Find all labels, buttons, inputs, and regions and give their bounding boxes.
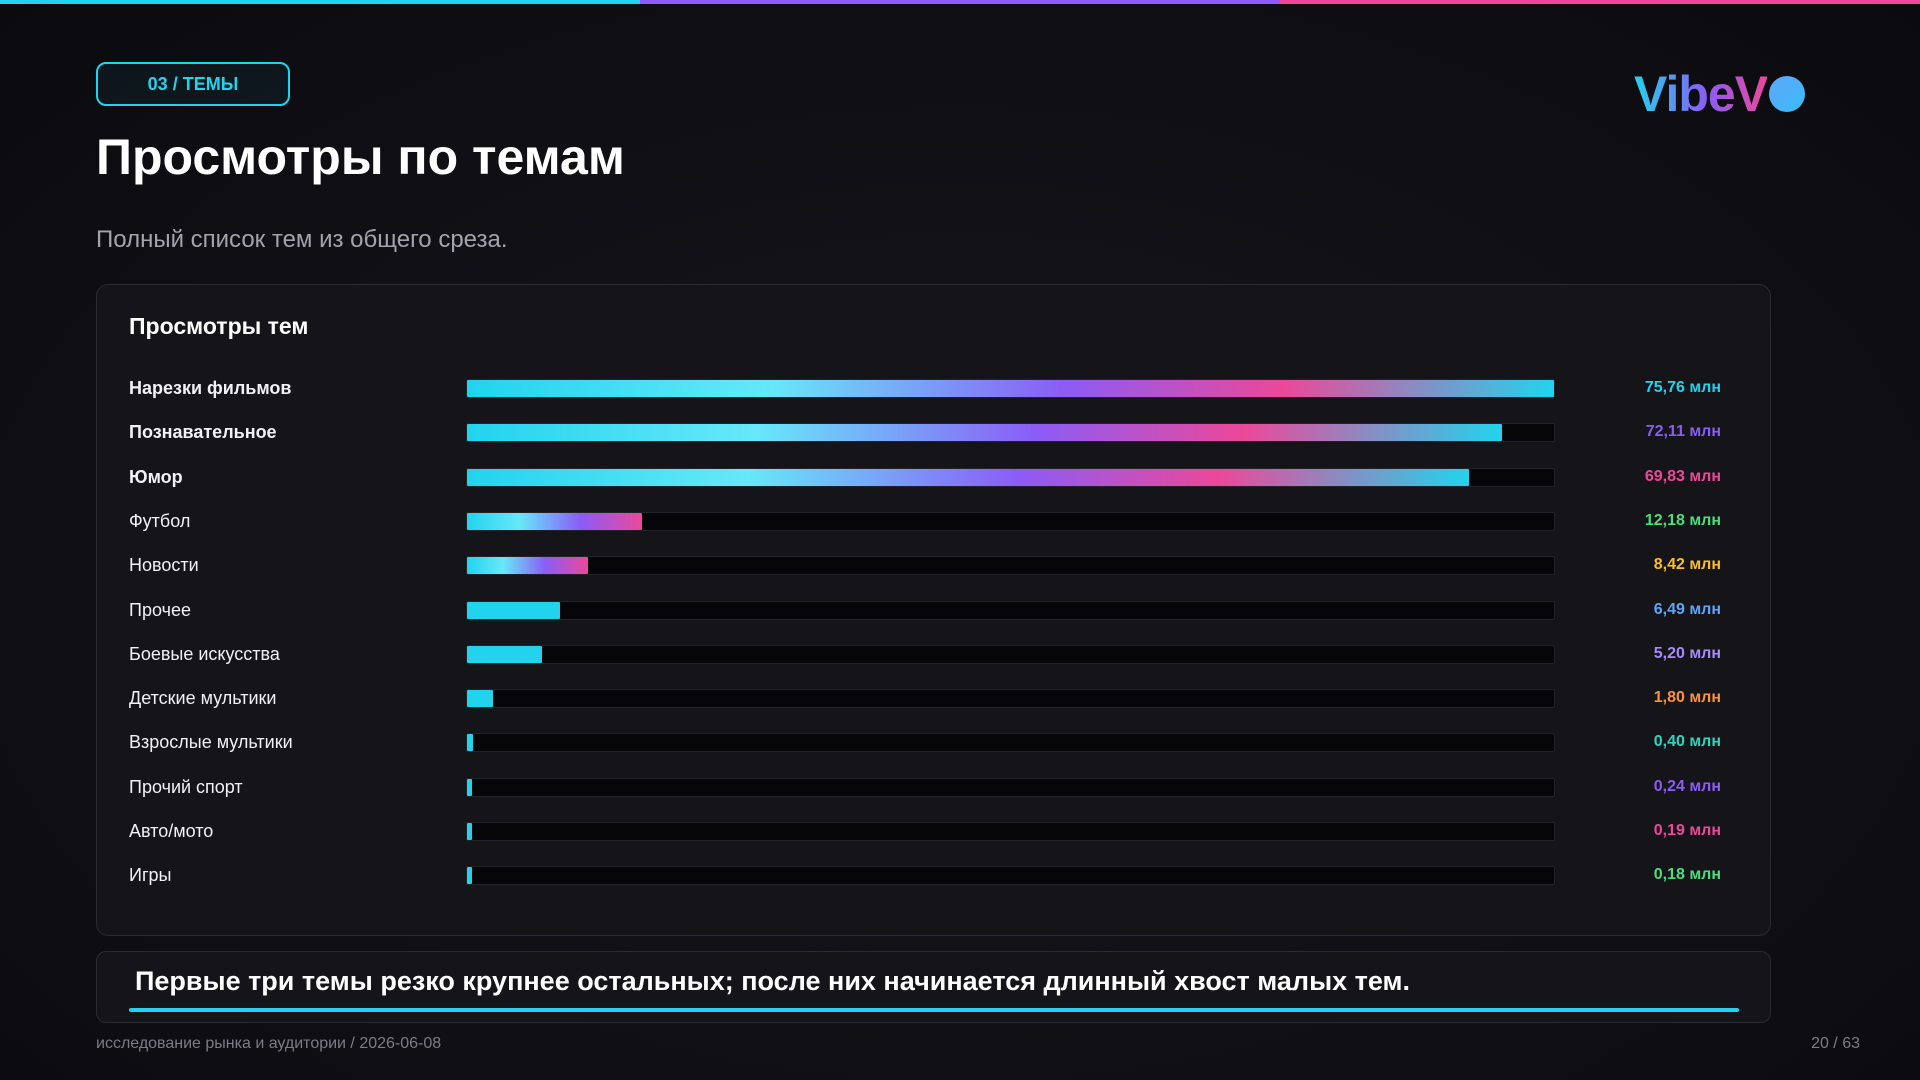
bar	[467, 424, 1502, 442]
bar	[467, 778, 472, 796]
category-label: Футбол	[129, 510, 191, 531]
bar-track	[466, 777, 1555, 797]
bar	[467, 645, 542, 663]
bar	[467, 601, 561, 619]
chart-row: Нарезки фильмов 75,76 млн	[97, 373, 1772, 403]
category-label: Юмор	[129, 466, 183, 487]
bar-track	[466, 467, 1555, 487]
bar	[467, 468, 1469, 486]
section-badge: 03 / ТЕМЫ	[96, 62, 290, 106]
bar-track	[466, 556, 1555, 576]
value-label: 75,76 млн	[1644, 379, 1721, 396]
bar-track	[466, 644, 1555, 664]
bar-track	[466, 511, 1555, 531]
bar	[467, 690, 493, 708]
chart-row: Взрослые мультики 0,40 млн	[97, 727, 1772, 757]
chart-row: Прочий спорт 0,24 млн	[97, 772, 1772, 802]
category-label: Новости	[129, 555, 199, 576]
category-label: Взрослые мультики	[129, 732, 293, 753]
footer-source: исследование рынка и аудитории / 2026-06…	[96, 1035, 442, 1052]
category-label: Прочее	[129, 599, 191, 620]
page-title: Просмотры по темам	[96, 129, 625, 185]
value-label: 0,24 млн	[1653, 777, 1721, 795]
brand-logo: VibeV	[1634, 66, 1806, 122]
chart-row: Игры 0,18 млн	[97, 860, 1772, 890]
chart-card: Просмотры тем Нарезки фильмов 75,76 млн По…	[96, 284, 1771, 936]
category-label: Нарезки фильмов	[129, 378, 292, 398]
bar	[467, 867, 472, 885]
page-number: 20 / 63	[1811, 1035, 1860, 1052]
brand-logo-text: VibeV	[1634, 66, 1768, 122]
bar-track	[466, 866, 1555, 886]
bar	[467, 734, 473, 752]
value-label: 72,11 млн	[1645, 423, 1721, 441]
chart-row: Прочее 6,49 млн	[97, 595, 1772, 625]
value-label: 5,20 млн	[1653, 644, 1721, 662]
brand-logo-dot-icon	[1769, 76, 1806, 112]
value-label: 0,18 млн	[1653, 866, 1721, 884]
category-label: Прочий спорт	[129, 776, 243, 797]
chart-title: Просмотры тем	[129, 313, 309, 339]
bar	[467, 823, 472, 840]
chart-row: Новости 8,42 млн	[97, 550, 1772, 580]
category-label: Игры	[129, 865, 172, 886]
bar	[467, 557, 588, 575]
chart-row: Авто/мото 0,19 млн	[97, 816, 1772, 846]
bar-track	[466, 379, 1555, 398]
category-label: Познавательное	[129, 422, 277, 443]
category-label: Авто/мото	[129, 821, 214, 841]
bar-track	[466, 600, 1555, 620]
page-subtitle: Полный список тем из общего среза.	[96, 226, 508, 253]
chart-row: Футбол 12,18 млн	[97, 506, 1772, 536]
value-label: 12,18 млн	[1644, 511, 1721, 529]
callout-box: Первые три темы резко крупнее остальных;…	[96, 951, 1771, 1023]
value-label: 8,42 млн	[1653, 556, 1721, 574]
value-label: 6,49 млн	[1653, 600, 1721, 618]
category-label: Боевые искусства	[129, 643, 280, 664]
bar	[467, 512, 642, 530]
bar	[467, 380, 1554, 397]
category-label: Детские мультики	[129, 688, 277, 709]
chart-row: Боевые искусства 5,20 млн	[97, 639, 1772, 669]
chart-row: Детские мультики 1,80 млн	[97, 683, 1772, 713]
value-label: 69,83 млн	[1644, 467, 1721, 485]
value-label: 0,40 млн	[1653, 733, 1721, 751]
bar-track	[466, 822, 1555, 841]
chart-row: Познавательное 72,11 млн	[97, 417, 1772, 447]
bar-track	[466, 689, 1555, 709]
callout-underline	[129, 1008, 1739, 1012]
value-label: 1,80 млн	[1653, 689, 1721, 707]
callout-text: Первые три темы резко крупнее остальных;…	[135, 966, 1410, 996]
top-accent-line	[0, 0, 1920, 4]
bar-track	[466, 423, 1555, 443]
bar-track	[466, 733, 1555, 753]
chart-row: Юмор 69,83 млн	[97, 462, 1772, 492]
value-label: 0,19 млн	[1653, 822, 1721, 839]
